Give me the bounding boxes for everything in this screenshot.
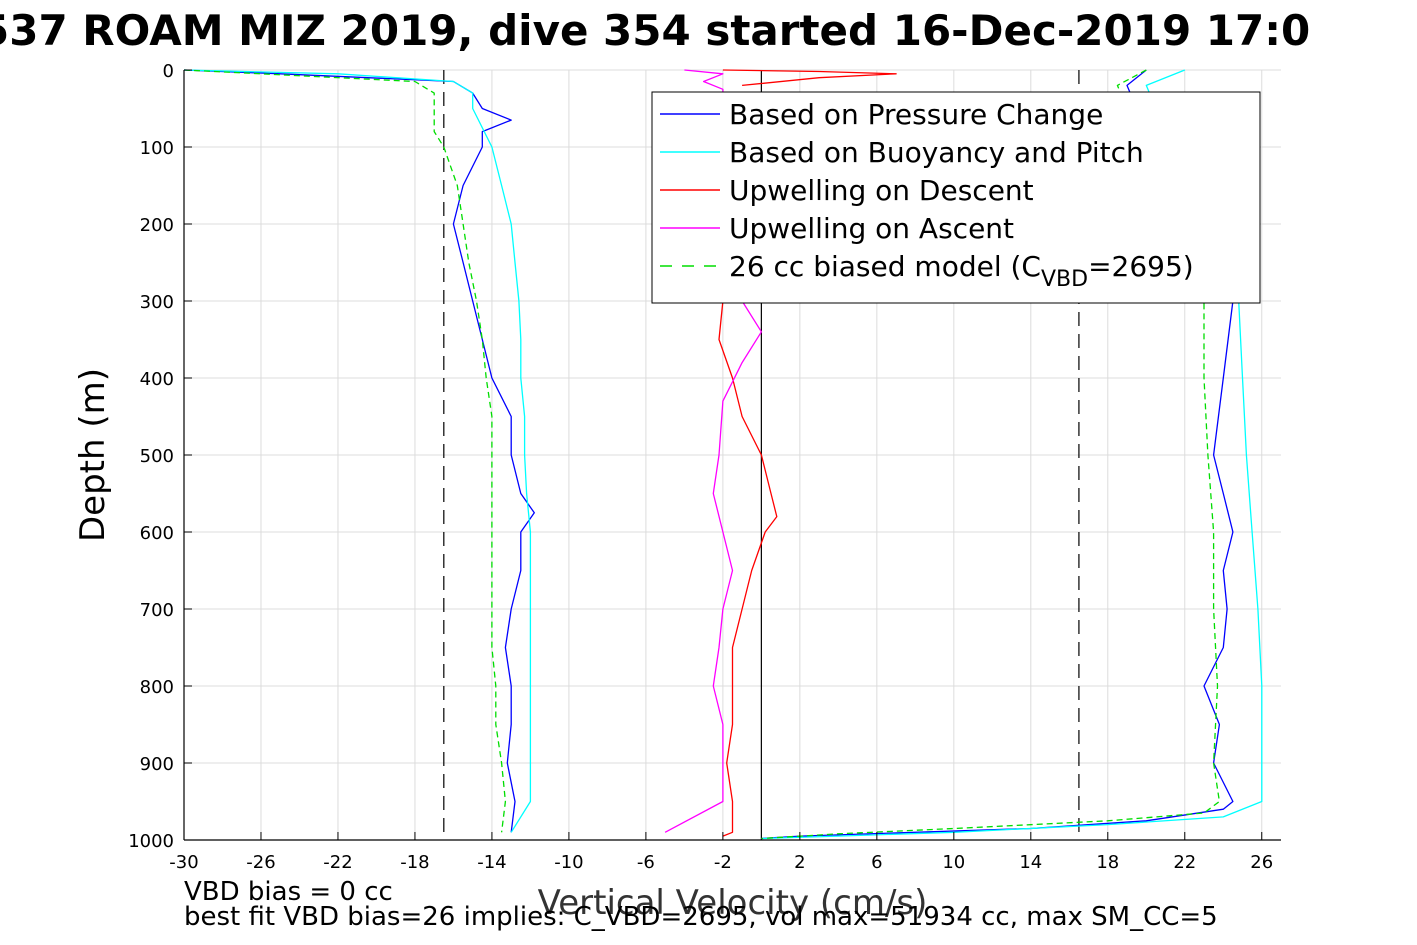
y-tick-label: 200 xyxy=(140,215,174,236)
legend: Based on Pressure Change Based on Buoyanc… xyxy=(651,91,1261,304)
y-axis-label: Depth (m) xyxy=(73,368,113,542)
series-line-model xyxy=(183,69,507,833)
x-tick-label: -10 xyxy=(554,852,583,873)
legend-label-buoyancy: Based on Buoyancy and Pitch xyxy=(729,136,1144,169)
x-tick-label: -14 xyxy=(477,852,506,873)
x-tick-label: 6 xyxy=(871,852,882,873)
vbd-bias-note: VBD bias = 0 cc xyxy=(184,877,393,907)
y-tick-label: 700 xyxy=(140,600,174,621)
legend-label-model: 26 cc biased model (CVBD=2695) xyxy=(729,250,1194,292)
x-tick-label: -6 xyxy=(637,852,655,873)
legend-label-ascent: Upwelling on Ascent xyxy=(729,212,1014,245)
y-tick-label: 1000 xyxy=(128,831,174,852)
axes: -30 -26 -22 -18 -14 -10 -6 -2 2 6 10 14 18 22 26010020… xyxy=(73,61,1281,923)
x-tick-label: 22 xyxy=(1173,852,1196,873)
y-tick-label: 300 xyxy=(140,292,174,313)
x-tick-label: 10 xyxy=(942,852,965,873)
series-line-descent xyxy=(718,300,778,837)
series-line-buoyancy xyxy=(183,69,532,833)
legend-box xyxy=(651,91,1261,304)
series-line-pressure xyxy=(183,69,535,833)
x-tick-label: -22 xyxy=(323,852,352,873)
legend-label-descent: Upwelling on Descent xyxy=(729,174,1034,207)
x-tick-label: -30 xyxy=(169,852,198,873)
y-tick-label: 500 xyxy=(140,446,174,467)
series-line-ascent xyxy=(664,300,763,833)
y-tick-label: 100 xyxy=(140,138,174,159)
chart-title: 537 ROAM MIZ 2019, dive 354 started 16-D… xyxy=(0,6,1311,55)
x-tick-label: 2 xyxy=(794,852,805,873)
x-tick-label: 18 xyxy=(1096,852,1119,873)
x-axis-label: Vertical Velocity (cm/s) xyxy=(538,883,928,923)
y-tick-label: 0 xyxy=(163,61,174,82)
y-tick-label: 800 xyxy=(140,677,174,698)
x-tick-label: 26 xyxy=(1250,852,1273,873)
x-tick-label: -18 xyxy=(400,852,429,873)
y-tick-label: 400 xyxy=(140,369,174,390)
legend-label-pressure: Based on Pressure Change xyxy=(729,98,1103,131)
best-fit-note: best fit VBD bias=26 implies: C_VBD=2695… xyxy=(184,902,1218,932)
series-line-descent xyxy=(722,69,897,87)
x-tick-label: 14 xyxy=(1019,852,1042,873)
x-tick-label: -2 xyxy=(714,852,732,873)
y-tick-label: 900 xyxy=(140,754,174,775)
y-tick-label: 600 xyxy=(140,523,174,544)
x-tick-label: -26 xyxy=(246,852,275,873)
